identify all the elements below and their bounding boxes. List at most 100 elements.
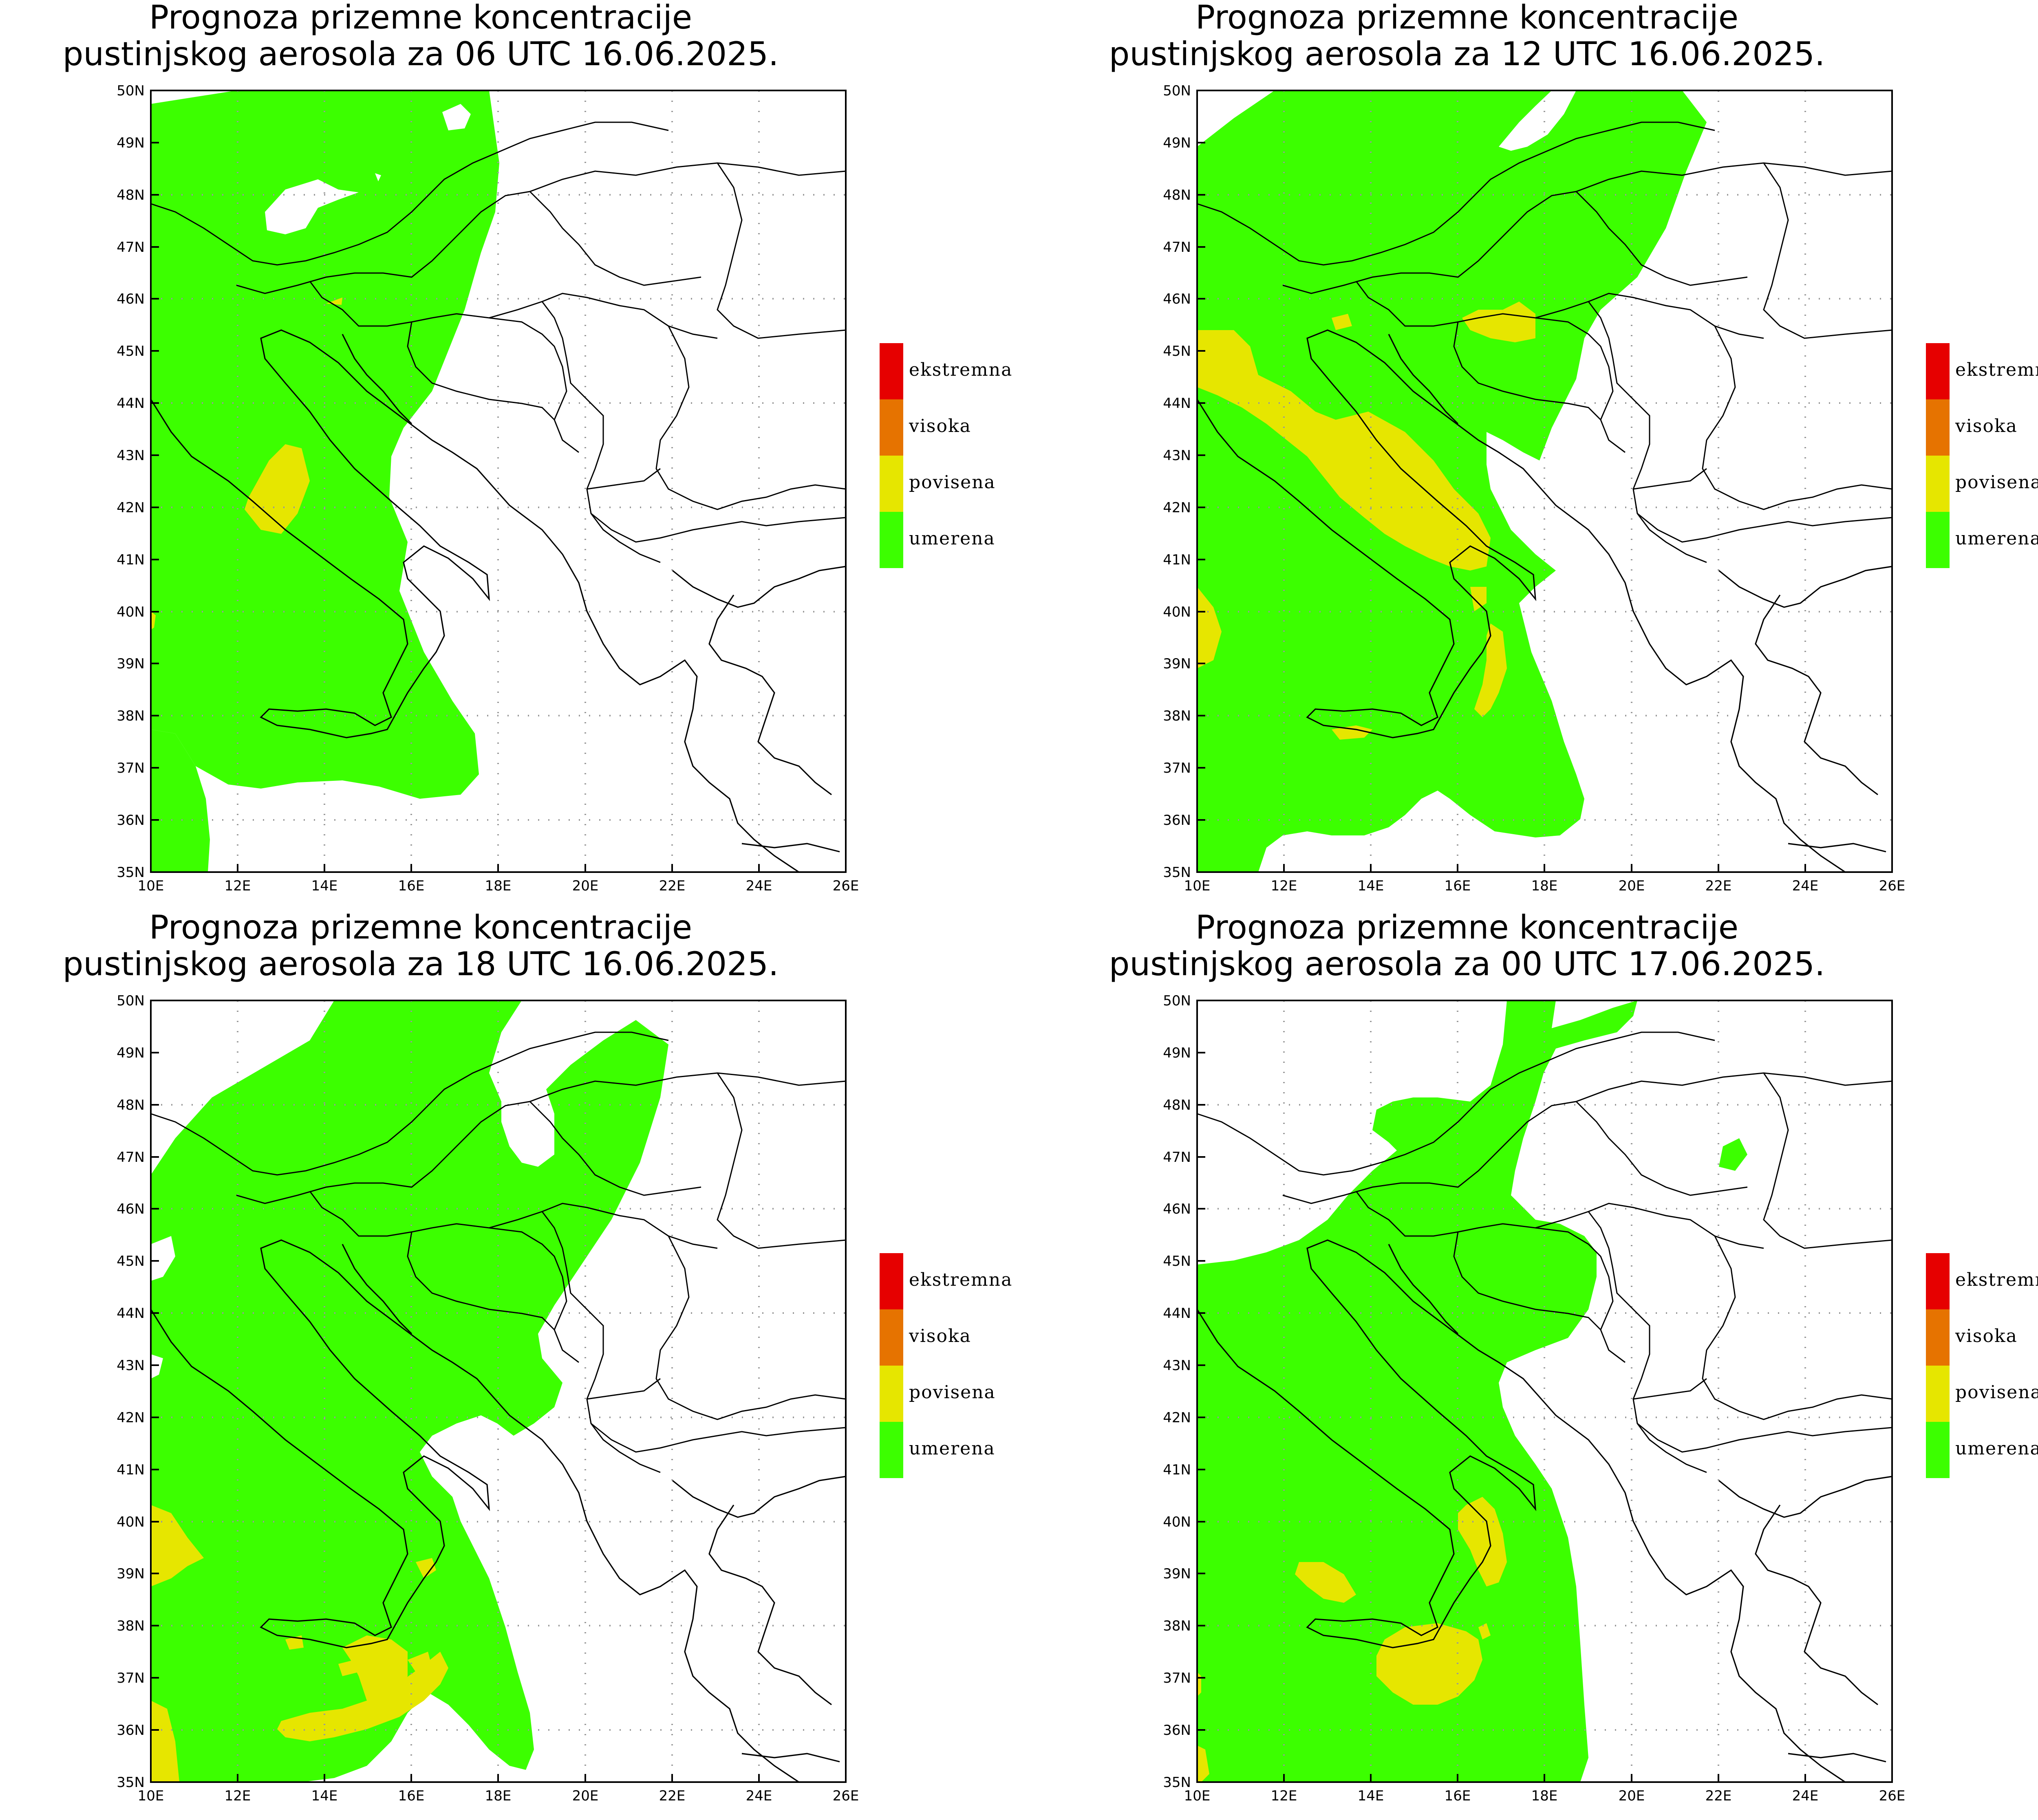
lon-ticks [1196, 1774, 1893, 1782]
lat-label: 37N [1163, 760, 1191, 776]
lon-label: 24E [746, 1788, 772, 1804]
lon-ticks [1196, 864, 1893, 872]
legend: ekstremna visoka povisena umerena [1926, 343, 2038, 568]
legend-label: umerena [1955, 1438, 2038, 1459]
lat-label: 50N [117, 83, 145, 99]
lat-label: 45N [1163, 1253, 1191, 1269]
lon-label: 18E [1531, 1788, 1558, 1804]
panel-title-line1: Prognoza prizemne koncentracije [1195, 910, 1738, 946]
lat-label: 35N [117, 1774, 145, 1791]
legend-label: povisena [909, 472, 996, 493]
lat-label: 36N [117, 812, 145, 828]
forecast-panel-06utc: Prognoza prizemne koncentracije pustinjs… [0, 0, 1046, 910]
legend-swatch-povisena [1926, 1366, 1950, 1422]
legend-swatch-umerena [1926, 512, 1950, 568]
lon-ticks [150, 864, 847, 872]
lon-label: 22E [659, 1788, 686, 1804]
lon-label: 18E [485, 1788, 512, 1804]
legend: ekstremna visoka povisena umerena [1926, 1253, 2038, 1478]
legend-label: povisena [1955, 1382, 2038, 1403]
povisena-region [151, 1505, 448, 1782]
lon-labels: 10E 12E 14E 16E 18E 20E 22E 24E 26E [1184, 1788, 1906, 1804]
no-aerosol-holes [265, 104, 471, 234]
lat-label: 39N [1163, 656, 1191, 672]
panel-title-line2: pustinjskog aerosola za 12 UTC 16.06.202… [1109, 35, 1825, 73]
lon-label: 12E [225, 1788, 251, 1804]
lat-labels: 50N 49N 48N 47N 46N 45N 44N 43N 42N 41N … [1163, 83, 1191, 881]
legend-swatch-ekstremna [880, 1253, 903, 1309]
lon-label: 10E [1184, 1788, 1211, 1804]
lon-label: 20E [572, 878, 599, 894]
lon-label: 24E [1792, 1788, 1819, 1804]
legend-swatch-povisena [880, 1366, 903, 1422]
lon-label: 26E [833, 878, 859, 894]
lat-label: 45N [117, 1253, 145, 1269]
lat-label: 49N [1163, 135, 1191, 151]
lat-label: 40N [1163, 604, 1191, 620]
forecast-panel-18utc: Prognoza prizemne koncentracije pustinjs… [0, 910, 1046, 1820]
lat-label: 36N [117, 1722, 145, 1738]
lat-labels: 50N 49N 48N 47N 46N 45N 44N 43N 42N 41N … [1163, 993, 1191, 1791]
country-borders [1197, 1031, 1892, 1473]
umerena-region [151, 1000, 668, 1782]
lat-label: 44N [117, 395, 145, 412]
umerena-region [1197, 90, 1707, 872]
legend-swatch-visoka [1926, 399, 1950, 456]
umerena-region [151, 90, 499, 872]
panel-title-line2: pustinjskog aerosola za 06 UTC 16.06.202… [63, 35, 779, 73]
lat-label: 47N [117, 1149, 145, 1166]
lon-label: 24E [1792, 878, 1819, 894]
lat-label: 38N [117, 1618, 145, 1634]
lon-label: 10E [1184, 878, 1211, 894]
legend-label: ekstremna [909, 1269, 1012, 1290]
lon-ticks [150, 1774, 847, 1782]
lat-label: 44N [117, 1305, 145, 1322]
grid-lines [1197, 1000, 1892, 1782]
lat-label: 50N [1163, 993, 1191, 1009]
lat-label: 48N [117, 1097, 145, 1113]
lat-label: 37N [1163, 1670, 1191, 1686]
lat-label: 43N [1163, 1357, 1191, 1374]
lon-label: 22E [1705, 1788, 1732, 1804]
lat-label: 38N [1163, 1618, 1191, 1634]
lon-label: 20E [1619, 1788, 1645, 1804]
forecast-panel-00utc: Prognoza prizemne koncentracije pustinjs… [1046, 910, 2038, 1820]
lat-label: 38N [1163, 708, 1191, 724]
lon-label: 12E [1271, 1788, 1297, 1804]
lon-label: 22E [659, 878, 686, 894]
lon-label: 14E [311, 878, 338, 894]
map-area [1196, 90, 1893, 873]
grid-lines [151, 90, 846, 872]
legend-swatch-visoka [1926, 1309, 1950, 1366]
no-aerosol-holes [1499, 90, 1576, 151]
lat-label: 41N [1163, 552, 1191, 568]
lat-label: 45N [117, 343, 145, 359]
lon-label: 26E [833, 1788, 859, 1804]
lat-label: 42N [117, 1410, 145, 1426]
lon-label: 12E [1271, 878, 1297, 894]
lat-label: 36N [1163, 1722, 1191, 1738]
country-borders [150, 121, 846, 563]
legend-swatch-umerena [880, 512, 903, 568]
coastline [1196, 1239, 1892, 1783]
lon-label: 14E [311, 1788, 338, 1804]
lat-label: 45N [1163, 343, 1191, 359]
lat-label: 40N [117, 604, 145, 620]
legend-label: ekstremna [909, 359, 1012, 380]
map-area [1196, 1000, 1893, 1783]
lat-label: 44N [1163, 395, 1191, 412]
lat-label: 42N [1163, 1410, 1191, 1426]
lat-label: 39N [1163, 1566, 1191, 1582]
lon-label: 22E [1705, 878, 1732, 894]
lat-labels: 50N 49N 48N 47N 46N 45N 44N 43N 42N 41N … [117, 83, 145, 881]
lat-label: 47N [1163, 239, 1191, 256]
lon-labels: 10E 12E 14E 16E 18E 20E 22E 24E 26E [138, 1788, 859, 1804]
grid-lines [1197, 90, 1892, 872]
country-borders [150, 1031, 846, 1473]
legend-swatch-povisena [880, 456, 903, 512]
legend-swatch-visoka [880, 399, 903, 456]
lat-label: 41N [1163, 1462, 1191, 1478]
lat-ticks [1197, 1000, 1205, 1783]
legend-label: visoka [909, 1326, 971, 1346]
lat-label: 43N [117, 447, 145, 464]
